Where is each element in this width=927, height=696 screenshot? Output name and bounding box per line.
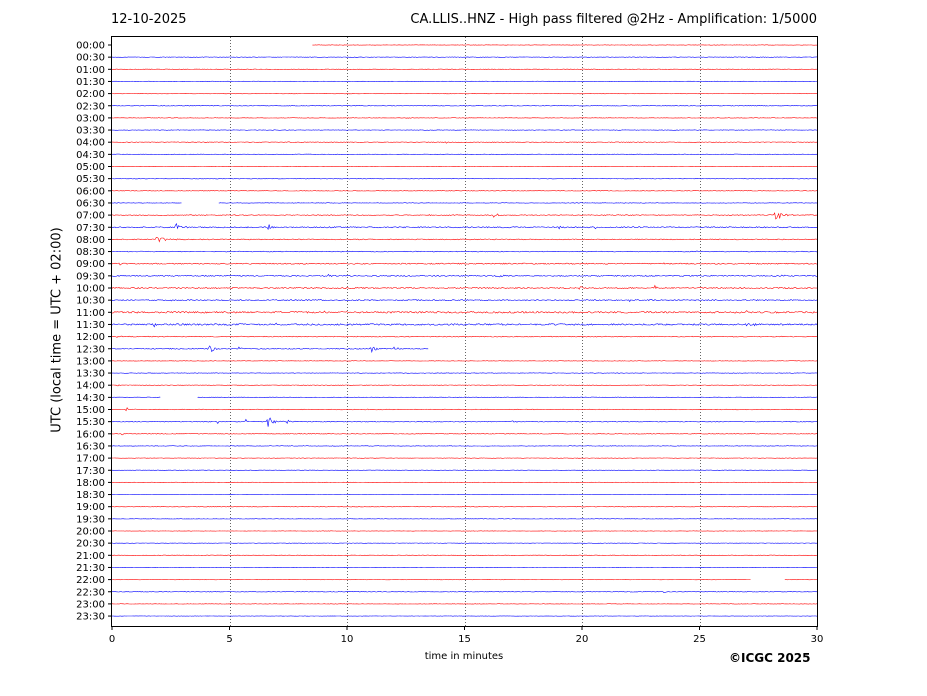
trace-line <box>111 250 818 253</box>
y-tick-label: 21:30 <box>76 563 105 574</box>
trace-line <box>111 56 817 58</box>
y-tick-label: 03:00 <box>76 113 105 124</box>
y-tick-label: 06:30 <box>76 198 105 209</box>
trace-line <box>111 445 818 447</box>
trace-line <box>112 178 818 180</box>
y-tick-label: 18:30 <box>76 490 105 501</box>
y-tick-label: 11:30 <box>76 320 105 331</box>
trace-line <box>111 105 817 107</box>
y-tick-label: 01:30 <box>76 77 105 88</box>
y-tick-label: 13:30 <box>76 369 105 380</box>
y-tick-label: 02:00 <box>76 89 105 100</box>
x-axis-label: time in minutes <box>424 651 504 662</box>
trace-line <box>111 284 818 290</box>
y-tick-label: 07:30 <box>76 223 105 234</box>
trace-line <box>111 129 818 131</box>
chart-title: CA.LLIS..HNZ - High pass filtered @2Hz -… <box>410 12 817 27</box>
y-tick-label: 08:00 <box>76 235 105 246</box>
y-tick-label: 13:00 <box>76 356 105 367</box>
trace-line <box>111 310 818 314</box>
y-tick-label: 16:00 <box>76 429 105 440</box>
x-tick-label: 5 <box>226 634 232 645</box>
x-tick-label: 15 <box>458 634 471 645</box>
y-tick-label: 17:00 <box>76 454 105 465</box>
y-tick-label: 22:00 <box>76 575 105 586</box>
y-tick-label: 01:00 <box>76 65 105 76</box>
x-tick-label: 20 <box>576 634 589 645</box>
trace-line <box>111 433 818 436</box>
trace-line <box>111 202 818 204</box>
trace-line <box>111 236 818 243</box>
y-tick-label: 17:30 <box>76 466 105 477</box>
y-tick-label: 23:30 <box>76 612 105 623</box>
y-axis-label: UTC (local time = UTC + 02:00) <box>49 227 65 433</box>
y-tick-label: 15:00 <box>76 405 105 416</box>
trace-line <box>112 141 818 144</box>
trace-line <box>112 80 817 83</box>
y-tick-label: 05:00 <box>76 162 105 173</box>
y-tick-label: 02:30 <box>76 101 105 112</box>
y-tick-label: 16:30 <box>76 441 105 452</box>
y-tick-label: 06:00 <box>76 186 105 197</box>
y-tick-label: 15:30 <box>76 417 105 428</box>
y-tick-label: 14:30 <box>76 393 105 404</box>
y-tick-label: 12:30 <box>76 344 105 355</box>
trace-line <box>111 299 818 303</box>
plot-frame <box>111 36 818 627</box>
y-tick-label: 22:30 <box>76 587 105 598</box>
y-tick-label: 10:30 <box>76 296 105 307</box>
y-tick-label: 04:30 <box>76 150 105 161</box>
y-tick-label: 21:00 <box>76 551 105 562</box>
y-tick-label: 03:30 <box>76 126 105 137</box>
y-tick-label: 10:00 <box>76 284 105 295</box>
y-tick-label: 20:00 <box>76 527 105 538</box>
y-tick-label: 11:00 <box>76 308 105 319</box>
trace-line <box>111 212 818 220</box>
x-tick-label: 25 <box>693 634 706 645</box>
trace-line <box>111 117 818 119</box>
date-label: 12-10-2025 <box>111 12 187 27</box>
y-tick-label: 20:30 <box>76 539 105 550</box>
trace-line <box>111 222 818 231</box>
y-tick-label: 18:00 <box>76 478 105 489</box>
x-tick-label: 10 <box>341 634 354 645</box>
y-tick-label: 07:00 <box>76 211 105 222</box>
y-tick-label: 00:30 <box>76 53 105 64</box>
trace-line <box>111 153 818 155</box>
copyright-label: ©ICGC 2025 <box>729 651 811 665</box>
trace-line <box>111 417 817 427</box>
y-tick-label: 09:00 <box>76 259 105 270</box>
x-tick-label: 0 <box>109 634 115 645</box>
trace-line <box>111 345 429 354</box>
y-tick-label: 12:00 <box>76 332 105 343</box>
y-tick-label: 09:30 <box>76 271 105 282</box>
trace-line <box>111 384 818 387</box>
y-tick-label: 23:00 <box>76 599 105 610</box>
trace-line <box>111 407 818 412</box>
y-tick-label: 19:30 <box>76 514 105 525</box>
trace-line <box>111 322 818 328</box>
trace-line <box>112 591 818 594</box>
y-tick-label: 00:00 <box>76 41 105 52</box>
x-axis-ticks: 0 5 10 15 20 25 30 <box>109 626 824 645</box>
x-tick-label: 30 <box>811 634 824 645</box>
y-tick-label: 19:00 <box>76 502 105 513</box>
trace-layer <box>111 44 818 617</box>
grid-layer <box>230 37 701 626</box>
y-tick-label: 14:00 <box>76 381 105 392</box>
y-tick-label: 08:30 <box>76 247 105 258</box>
trace-line <box>111 273 818 278</box>
y-tick-label: 05:30 <box>76 174 105 185</box>
trace-line <box>112 396 818 398</box>
trace-line <box>111 372 818 374</box>
trace-line <box>111 335 818 338</box>
trace-line <box>111 262 818 266</box>
y-tick-label: 04:00 <box>76 138 105 149</box>
